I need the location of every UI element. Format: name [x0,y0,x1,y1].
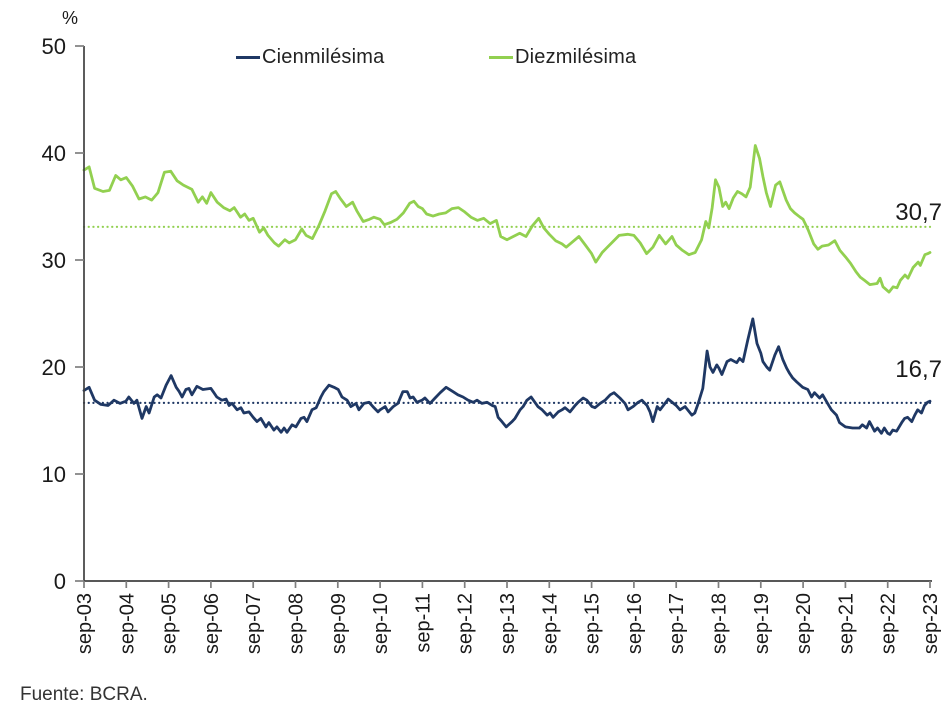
x-tick-label: sep-04 [116,593,138,654]
x-tick-label: sep-03 [74,593,96,654]
series-line-diezmilesima [82,144,932,294]
y-tick-label: 40 [42,141,66,166]
x-tick-label: sep-23 [920,593,942,654]
x-tick-label: sep-06 [201,593,223,654]
x-tick-label: sep-07 [243,593,265,654]
x-tick-label: sep-17 [666,593,688,654]
legend-label-diezmilesima: Diezmilésima [515,45,637,68]
y-tick-label: 10 [42,462,66,487]
x-tick-label: sep-12 [455,593,477,654]
x-tick-label: sep-16 [624,593,646,654]
y-tick-label: 30 [42,248,66,273]
y-tick-label: 0 [54,569,66,594]
legend-item-diezmilesima: Diezmilésima [489,44,636,70]
x-tick-label: sep-15 [582,593,604,654]
x-tick-label: sep-09 [328,593,350,654]
series-line-cienmilesima [82,317,932,436]
x-tick-label: sep-14 [539,593,561,654]
x-tick-label: sep-22 [878,593,900,654]
y-tick-label: 20 [42,355,66,380]
legend-label-cienmilesima: Cienmilésima [262,45,385,68]
x-tick-label: sep-11 [412,593,434,653]
reference-value-label-diezmilesima: 30,7 [895,199,942,226]
x-tick-label: sep-08 [286,593,308,654]
x-tick-label: sep-21 [835,593,857,654]
legend-item-cienmilesima: Cienmilésima [236,44,384,70]
source-note: Fuente: BCRA. [20,684,148,705]
reference-value-label-cienmilesima: 16,7 [895,356,942,383]
x-tick-label: sep-18 [709,593,731,654]
y-tick-label: 50 [42,34,66,59]
x-tick-label: sep-13 [497,593,519,654]
legend-marker-diezmilesima-icon [489,55,513,59]
x-tick-label: sep-10 [370,593,392,654]
legend-marker-cienmilesima-icon [236,55,260,59]
y-axis-unit-label: % [62,8,79,28]
x-tick-label: sep-19 [751,593,773,654]
x-tick-label: sep-05 [159,593,181,654]
x-tick-label: sep-20 [793,593,815,654]
